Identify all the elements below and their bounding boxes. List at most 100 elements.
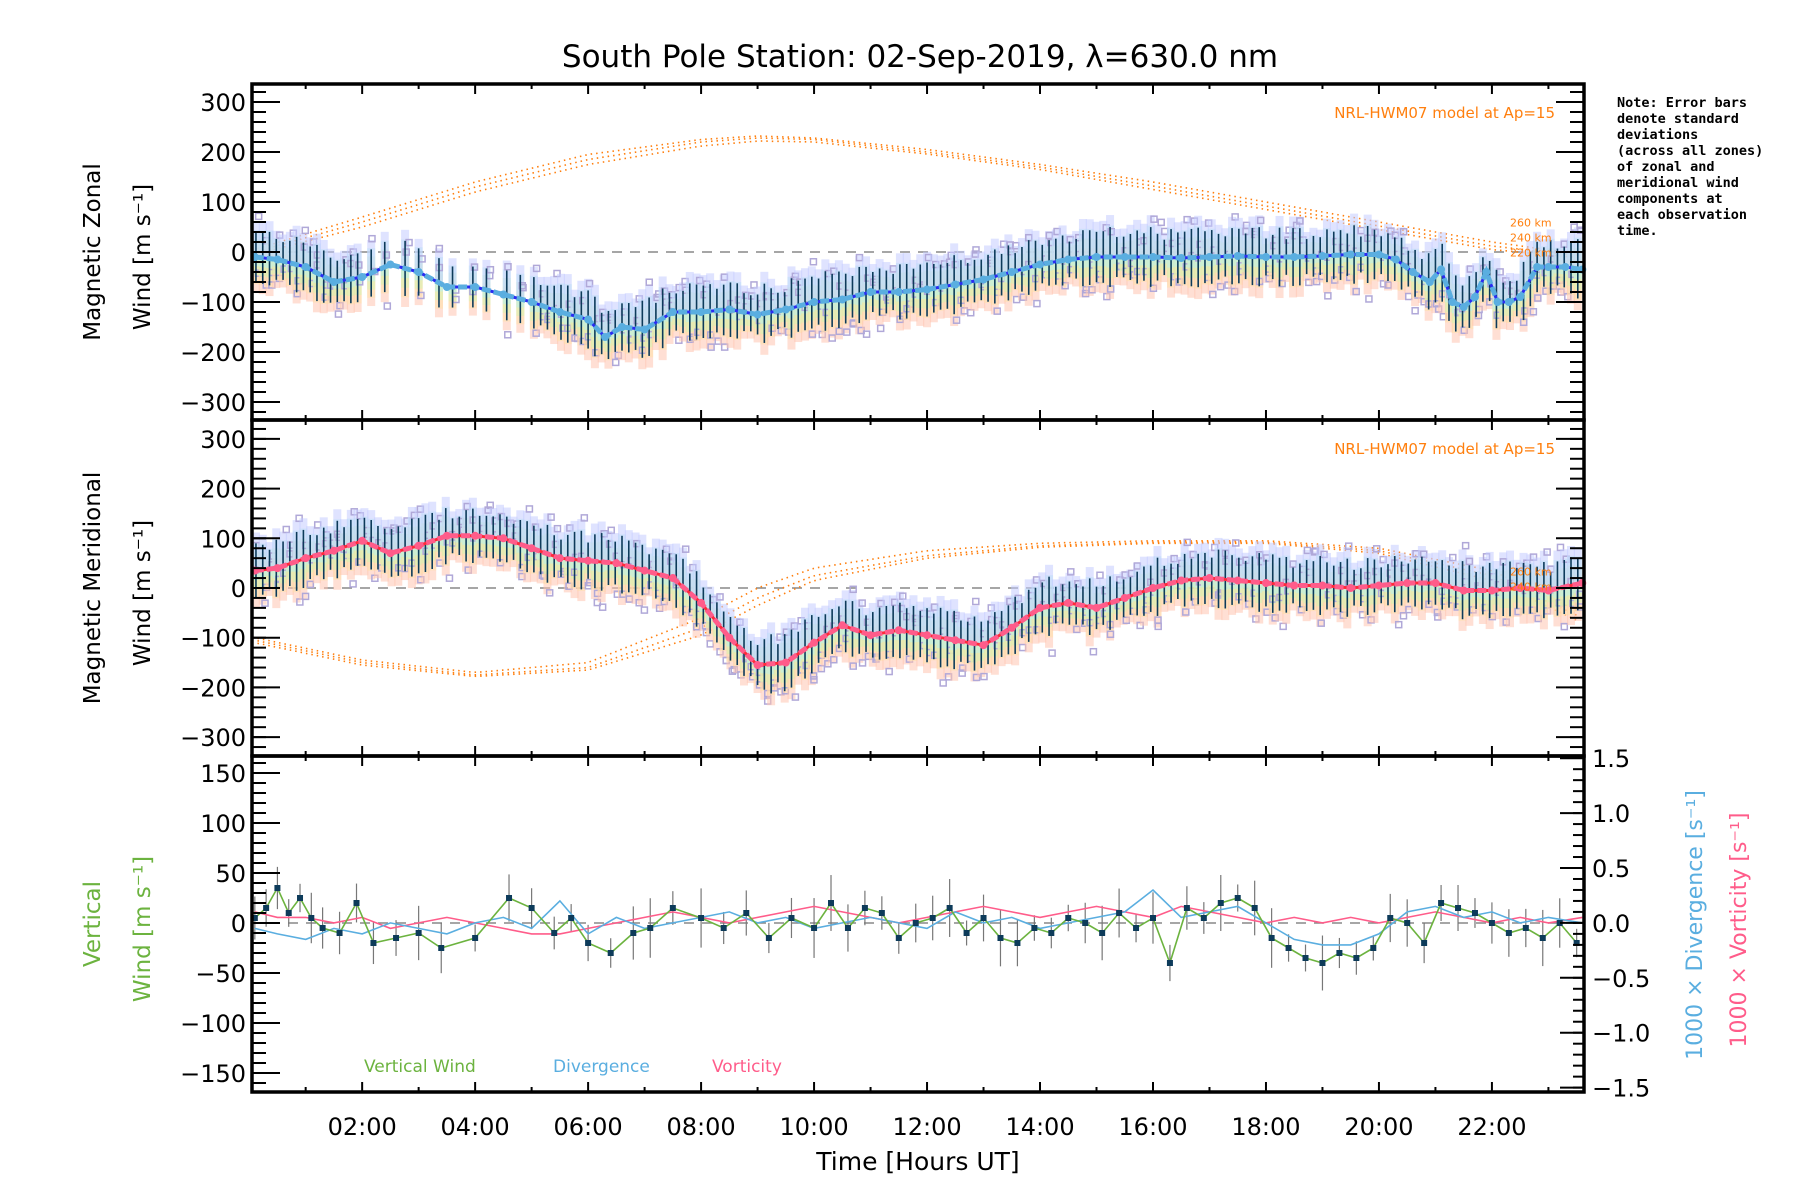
mean-point	[1459, 303, 1468, 311]
mean-point	[1504, 298, 1513, 306]
vertical-wind-point	[647, 925, 654, 931]
mean-point	[601, 333, 610, 341]
mean-point	[1233, 252, 1242, 260]
mean-point	[838, 295, 847, 304]
y-tick-label: 200	[200, 476, 246, 504]
vertical-wind-point	[811, 925, 818, 931]
model-altitude-label: 220 km	[1510, 246, 1552, 259]
model-label: NRL-HWM07 model at Ap=15	[1334, 104, 1555, 122]
mean-point	[1346, 250, 1355, 259]
zone-point	[1232, 539, 1240, 547]
mean-point	[329, 278, 338, 286]
y-axis-title-line1: Magnetic Meridional	[80, 472, 106, 705]
y-axis-title-line1: Vertical	[80, 881, 106, 967]
mean-point	[555, 308, 564, 316]
legend-divergence: Divergence	[553, 1057, 650, 1077]
vertical-wind-point	[1556, 920, 1563, 926]
vertical-wind-point	[669, 905, 676, 911]
zone-point	[824, 660, 832, 668]
vertical-wind-point	[1116, 910, 1123, 916]
vertical-wind-point	[828, 900, 835, 906]
vertical-wind-point	[743, 910, 750, 916]
zone-point	[585, 279, 594, 288]
mean-point	[838, 621, 847, 630]
mean-point	[471, 531, 480, 540]
zone-point	[1411, 306, 1419, 315]
vertical-wind-point	[929, 915, 936, 921]
zone-point	[1465, 557, 1474, 566]
mean-point	[1148, 584, 1157, 592]
mean-point	[414, 541, 423, 550]
mean-point	[358, 273, 367, 281]
mean-point	[725, 633, 734, 642]
model-curve-260km	[251, 135, 1580, 255]
mean-point	[1064, 598, 1073, 607]
mean-point	[273, 255, 282, 264]
mean-point	[1391, 255, 1400, 264]
model-curve-260km	[251, 540, 1580, 673]
y-tick-label: −150	[180, 1060, 246, 1088]
y2-tick-label: 1.5	[1592, 745, 1630, 773]
zone-point	[830, 655, 838, 664]
mean-point	[1205, 253, 1214, 261]
mean-point	[1437, 265, 1446, 274]
vertical-wind-point	[568, 915, 575, 921]
vertical-wind-point	[1183, 905, 1190, 911]
zone-point	[1157, 218, 1165, 227]
vertical-wind-point	[472, 935, 479, 941]
mean-point	[1092, 253, 1101, 261]
zone-point	[525, 505, 534, 513]
vertical-wind-point	[698, 915, 705, 921]
y-tick-label: 100	[200, 189, 246, 217]
mean-point	[810, 298, 819, 306]
mean-point	[1036, 603, 1045, 612]
vertical-wind-point	[528, 905, 535, 911]
vertical-wind-point	[1285, 945, 1292, 951]
zone-point	[707, 343, 715, 351]
zone-point	[876, 324, 885, 333]
x-tick-label: 10:00	[779, 1113, 848, 1141]
y-tick-label: −300	[180, 389, 246, 417]
zone-point	[1317, 619, 1325, 627]
error-bar-note: Note: Error bars denote standard deviati…	[1617, 95, 1764, 239]
y2-axis-title-vorticity: 1000 × Vorticity [s⁻¹]	[1727, 813, 1752, 1048]
zone-point	[580, 514, 589, 522]
y-axis-title-line2: Wind [m s⁻¹]	[130, 184, 156, 330]
mean-point	[1493, 298, 1502, 306]
zone-point	[843, 328, 851, 336]
y-tick-label: −100	[180, 625, 246, 653]
zone-point	[254, 212, 263, 221]
vertical-wind-point	[946, 905, 953, 911]
zone-point	[282, 525, 291, 534]
zone-point	[849, 662, 857, 670]
model-altitude-label: 260 km	[1510, 216, 1552, 229]
zone-point	[1365, 295, 1373, 303]
panel-vertical: Vertical Wind Divergence Vorticity 1.5 1.0 0.…	[80, 745, 1752, 1176]
x-axis-title: Time [Hours UT]	[815, 1147, 1019, 1176]
mean-point	[1036, 260, 1045, 269]
zone-point	[939, 679, 947, 687]
zone-point	[1089, 647, 1098, 656]
zone-point	[1296, 217, 1304, 225]
y-tick-label: 150	[200, 760, 246, 788]
mean-point	[866, 631, 875, 640]
mean-point	[1403, 579, 1412, 588]
mean-point	[301, 554, 310, 563]
mean-point	[442, 283, 451, 291]
vertical-wind-point	[370, 940, 377, 946]
zone-point	[1067, 568, 1075, 576]
y2-tick-label: 0.0	[1592, 910, 1630, 938]
zone-point	[1183, 538, 1192, 547]
zone-point	[1182, 608, 1190, 616]
mean-point	[640, 566, 649, 575]
zone-point	[504, 262, 512, 271]
panel-meridional: NRL-HWM07 model at Ap=15 260 km 240 km 300 2…	[80, 418, 1587, 758]
zone-point	[1150, 215, 1158, 223]
zone-point	[1399, 227, 1408, 236]
y-tick-label: −300	[180, 724, 246, 752]
mean-point	[781, 658, 790, 667]
zone-point	[1033, 299, 1041, 308]
y-tick-label: 0	[231, 910, 246, 938]
vertical-wind-point	[963, 930, 970, 936]
mean-point	[1177, 576, 1186, 585]
